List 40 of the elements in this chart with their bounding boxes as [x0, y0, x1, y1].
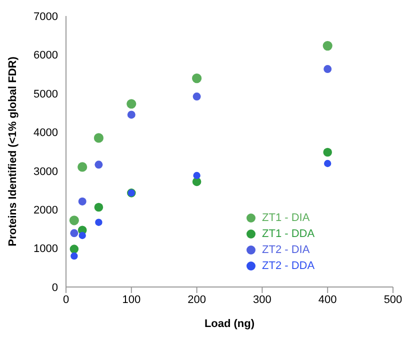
x-tick-label: 500 — [384, 294, 402, 306]
point — [70, 244, 79, 254]
point — [192, 74, 202, 84]
point — [70, 252, 78, 260]
y-axis-title: Proteins Identified (<1% global FDR) — [6, 56, 19, 246]
y-tick-label: 0 — [52, 282, 58, 294]
point — [322, 41, 332, 51]
legend-label: ZT1 - DIA — [262, 211, 310, 226]
point — [324, 65, 332, 74]
point — [94, 133, 104, 143]
point — [126, 99, 136, 109]
x-axis-title: Load (ng) — [204, 318, 255, 330]
legend-label: ZT2 - DIA — [262, 243, 310, 258]
y-tick-label: 6000 — [34, 50, 58, 62]
x-tick-label: 0 — [62, 294, 70, 306]
point — [127, 110, 136, 119]
point — [192, 92, 201, 101]
point — [78, 232, 86, 240]
point — [69, 216, 79, 226]
y-tick-label: 3000 — [34, 166, 58, 178]
x-tick-label: 300 — [253, 294, 272, 306]
x-tick-label: 200 — [188, 294, 206, 306]
y-tick-label: 4000 — [34, 127, 58, 140]
point — [323, 148, 332, 157]
y-tick-label: 5000 — [34, 88, 58, 100]
point — [94, 202, 104, 212]
legend-label: ZT2 - DDA — [262, 259, 315, 274]
point — [70, 229, 78, 238]
y-tick-label: 2000 — [34, 204, 58, 216]
y-tick-label: 7000 — [34, 10, 58, 23]
legend-label: ZT1 - DDA — [262, 227, 315, 242]
point — [78, 197, 86, 206]
point — [78, 162, 88, 172]
x-tick-label: 100 — [122, 294, 141, 306]
x-tick-label: 400 — [318, 294, 337, 306]
point — [95, 218, 102, 226]
point — [324, 160, 332, 168]
y-tick-label: 1000 — [34, 243, 58, 256]
point — [94, 160, 103, 169]
point — [193, 172, 200, 180]
